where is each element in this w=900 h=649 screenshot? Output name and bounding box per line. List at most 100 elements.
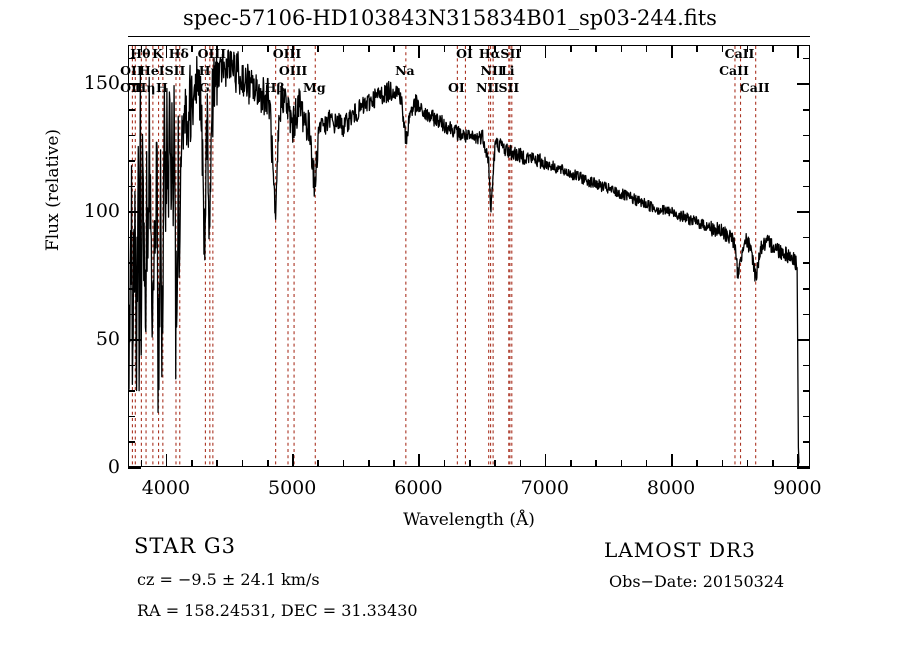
axis-tick [772, 45, 774, 52]
spectral-line-label: SII [500, 46, 522, 61]
spectral-line-label: OI [447, 80, 465, 95]
x-tick-label: 7000 [520, 477, 569, 499]
axis-tick [797, 454, 799, 467]
axis-tick [797, 45, 799, 58]
y-tick-label: 100 [83, 200, 120, 223]
axis-tick [797, 211, 810, 213]
spectral-line-label: OII [120, 63, 143, 78]
spectral-line-label: OIII [197, 46, 227, 61]
axis-tick [191, 45, 193, 52]
axis-tick [393, 45, 395, 52]
axis-tick [216, 45, 218, 52]
axis-tick [191, 460, 193, 467]
axis-tick [671, 45, 673, 58]
axis-tick [595, 45, 597, 52]
axis-tick [746, 45, 749, 52]
spectral-line-label: SII [164, 63, 186, 78]
axis-tick [803, 287, 810, 290]
survey-name: LAMOST DR3 [604, 538, 756, 562]
sky-coordinates: RA = 158.24531, DEC = 31.33430 [137, 601, 418, 620]
axis-tick [128, 108, 135, 111]
spectral-line-label: CaII [739, 80, 770, 95]
axis-tick [128, 83, 141, 85]
axis-tick [721, 45, 724, 52]
axis-tick [128, 390, 135, 392]
spectral-line-label: OI [456, 46, 473, 61]
axis-tick [544, 454, 547, 467]
axis-tick [772, 460, 774, 467]
axis-tick [367, 460, 370, 467]
spectral-line-label: Hδ [168, 46, 189, 61]
axis-tick [696, 45, 698, 52]
spectral-line-label: Hα [478, 46, 501, 61]
axis-tick [128, 467, 141, 469]
axis-tick [128, 160, 135, 162]
axis-tick [128, 211, 141, 213]
axis-tick [803, 236, 810, 239]
axis-tick [128, 134, 135, 137]
spectral-line-label: Hβ [264, 80, 285, 95]
axis-tick [797, 83, 810, 85]
axis-tick [443, 45, 446, 52]
axis-tick [803, 185, 810, 188]
axis-tick [519, 460, 522, 467]
axis-tick [803, 441, 810, 444]
axis-tick [165, 454, 168, 467]
axis-tick [797, 339, 810, 341]
axis-tick [519, 45, 522, 52]
y-tick-label: 0 [107, 456, 120, 478]
axis-tick [342, 45, 345, 52]
spectral-line-label: OIII [272, 46, 302, 61]
axis-tick [595, 460, 597, 467]
axis-tick [544, 45, 547, 58]
spectral-line-label: Mg [302, 80, 326, 95]
axis-tick [216, 460, 218, 467]
spectral-line-label: CaII [719, 63, 749, 78]
x-tick-label: 4000 [141, 477, 191, 499]
spectral-line-label: HeI [139, 63, 165, 78]
x-axis-title: Wavelength (Å) [403, 510, 535, 530]
object-classification: STAR G3 [134, 534, 237, 558]
axis-tick [128, 236, 135, 239]
axis-tick [342, 460, 345, 467]
spectral-line-label: Hθ [130, 46, 151, 61]
y-tick-label: 50 [95, 328, 120, 351]
axis-tick [128, 415, 135, 418]
axis-tick [620, 45, 623, 52]
axis-tick [128, 185, 135, 188]
redshift-velocity: cz = −9.5 ± 24.1 km/s [137, 570, 320, 589]
spectral-line-label: CaII [724, 46, 755, 61]
axis-tick [645, 460, 648, 467]
axis-tick [317, 45, 320, 52]
axis-tick [469, 460, 471, 467]
axis-tick [443, 460, 446, 467]
axis-tick [803, 134, 810, 137]
spectral-line-label: Hγ [198, 63, 219, 78]
axis-tick [241, 45, 244, 52]
axis-tick [165, 45, 168, 58]
axis-tick [746, 460, 749, 467]
axis-tick [803, 262, 810, 264]
axis-tick [494, 45, 496, 52]
spectral-line-label: Li [500, 63, 515, 78]
spectral-line-label: NII [476, 80, 500, 95]
x-tick-label: 5000 [267, 477, 317, 499]
axis-tick [128, 313, 135, 316]
x-tick-label: 6000 [394, 477, 443, 499]
axis-tick [803, 364, 810, 367]
axis-tick [266, 45, 269, 52]
axis-tick [393, 460, 395, 467]
axis-tick [367, 45, 370, 52]
axis-tick [671, 454, 673, 467]
axis-tick [292, 45, 294, 58]
axis-tick [620, 460, 623, 467]
x-tick-label: 9000 [773, 477, 822, 499]
spectrum-plot-frame [128, 45, 810, 467]
spectral-line-label: G [199, 80, 210, 95]
axis-tick [797, 467, 810, 469]
spectral-line-label: Na [395, 63, 415, 78]
spectral-line-label: OIII [278, 63, 308, 78]
axis-tick [292, 454, 294, 467]
axis-tick [803, 160, 810, 162]
